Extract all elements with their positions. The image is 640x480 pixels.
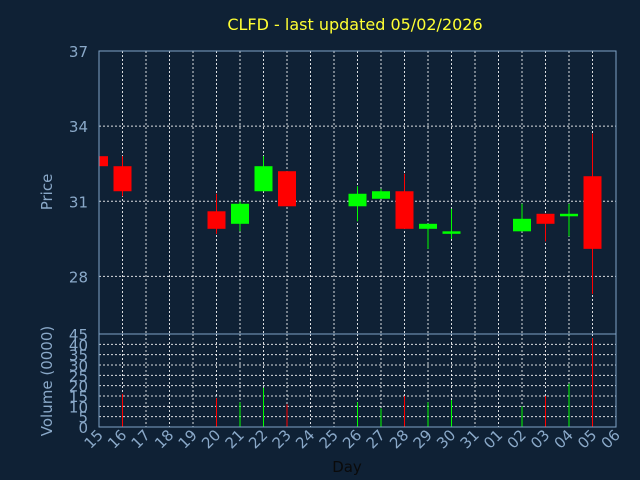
x-tick-label: 04 xyxy=(551,426,577,452)
volume-tick-label: 40 xyxy=(69,336,88,354)
candle-body xyxy=(442,231,461,234)
x-axis-title: Day xyxy=(332,458,362,476)
x-tick-label: 03 xyxy=(527,426,553,452)
chart-title: CLFD - last updated 05/02/2026 xyxy=(227,15,482,34)
volume-bars xyxy=(122,338,593,427)
x-tick-labels: 1516171819202122232425262728293031010203… xyxy=(81,426,624,452)
x-tick-label: 22 xyxy=(245,426,271,452)
x-tick-label: 28 xyxy=(386,426,412,452)
x-tick-label: 23 xyxy=(269,426,295,452)
x-tick-label: 19 xyxy=(175,426,201,452)
x-tick-label: 16 xyxy=(104,426,130,452)
volume-tick-label: 30 xyxy=(69,357,88,375)
x-tick-label: 27 xyxy=(363,426,389,452)
price-tick-label: 34 xyxy=(69,118,88,136)
volume-axis-title: Volume (0000) xyxy=(38,326,56,436)
candles xyxy=(98,133,602,294)
x-tick-label: 21 xyxy=(222,426,248,452)
volume-tick-label: 10 xyxy=(69,398,88,416)
x-tick-label: 31 xyxy=(457,426,483,452)
volume-panel-frame xyxy=(98,333,617,428)
volume-tick-label: 45 xyxy=(69,326,88,344)
volume-tick-label: 20 xyxy=(69,378,88,396)
price-tick-label: 31 xyxy=(69,193,88,211)
volume-tick-label: 0 xyxy=(78,419,88,437)
price-tick-label: 28 xyxy=(69,268,88,286)
x-tick-label: 05 xyxy=(574,426,600,452)
volume-tick-label: 35 xyxy=(69,347,88,365)
x-tick-label: 18 xyxy=(151,426,177,452)
x-tick-label: 25 xyxy=(316,426,342,452)
x-tick-label: 29 xyxy=(410,426,436,452)
candle-body xyxy=(536,213,555,224)
candle-body xyxy=(583,176,602,249)
volume-tick-label: 25 xyxy=(69,367,88,385)
candle-body xyxy=(560,213,578,217)
candle-body xyxy=(348,193,367,207)
candle-body xyxy=(207,211,226,229)
x-tick-label: 26 xyxy=(339,426,365,452)
candle-body xyxy=(231,203,249,224)
candle-body xyxy=(372,191,390,199)
candle-body xyxy=(99,156,108,167)
candle-body xyxy=(278,171,296,207)
candle-body xyxy=(254,166,273,192)
candle-body xyxy=(419,223,437,229)
x-tick-label: 02 xyxy=(504,426,530,452)
x-tick-label: 20 xyxy=(198,426,224,452)
x-tick-label: 06 xyxy=(598,426,624,452)
x-tick-label: 30 xyxy=(433,426,459,452)
x-tick-label: 17 xyxy=(128,426,154,452)
candle-body xyxy=(113,166,132,192)
x-tick-label: 24 xyxy=(292,426,318,452)
candle-body xyxy=(513,218,531,232)
price-axis-title: Price xyxy=(38,174,56,211)
x-tick-label: 01 xyxy=(480,426,506,452)
volume-tick-label: 15 xyxy=(69,388,88,406)
candle-body xyxy=(395,191,414,229)
price-tick-labels: 28 31 34 37 xyxy=(69,43,88,286)
price-tick-label: 37 xyxy=(69,43,88,61)
volume-tick-label: 5 xyxy=(78,409,88,427)
